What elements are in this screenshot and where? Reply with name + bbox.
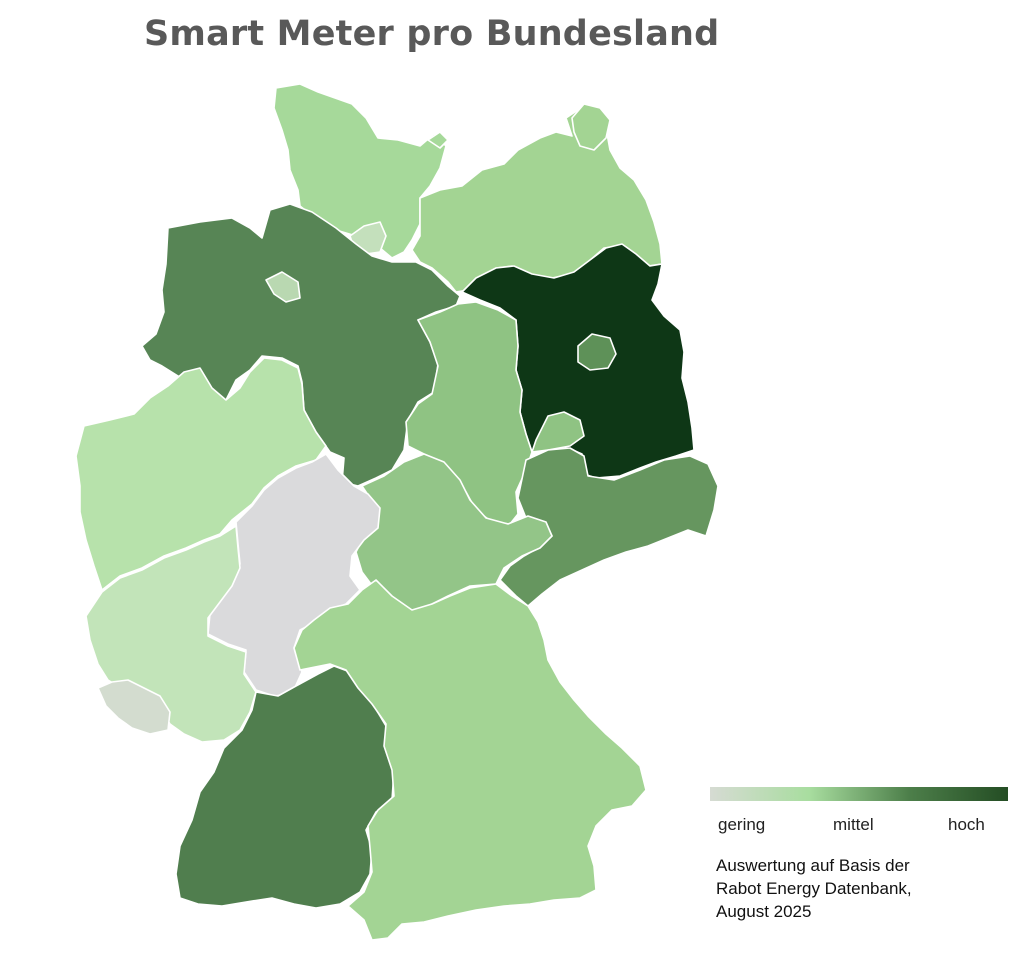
source-note-line-2: Rabot Energy Datenbank,	[716, 879, 912, 898]
state-saarland[interactable]	[97, 679, 171, 735]
state-mecklenburg-vorpommern-ruegen[interactable]	[571, 103, 611, 151]
legend-label-low: gering	[718, 815, 766, 834]
legend-label-mid: mittel	[833, 815, 874, 834]
source-note-line-1: Auswertung auf Basis der	[716, 856, 910, 875]
legend-gradient-bar	[710, 787, 1008, 801]
state-thueringen[interactable]	[355, 453, 553, 615]
map-title: Smart Meter pro Bundesland	[144, 14, 720, 54]
state-schleswig-holstein-fehmarn[interactable]	[427, 131, 449, 149]
legend-label-high: hoch	[948, 815, 985, 834]
state-berlin[interactable]	[577, 333, 617, 371]
state-bremen[interactable]	[265, 271, 301, 303]
state-bayern[interactable]	[293, 579, 647, 941]
source-note-line-3: August 2025	[716, 902, 812, 921]
source-note: Auswertung auf Basis der Rabot Energy Da…	[716, 854, 1016, 923]
